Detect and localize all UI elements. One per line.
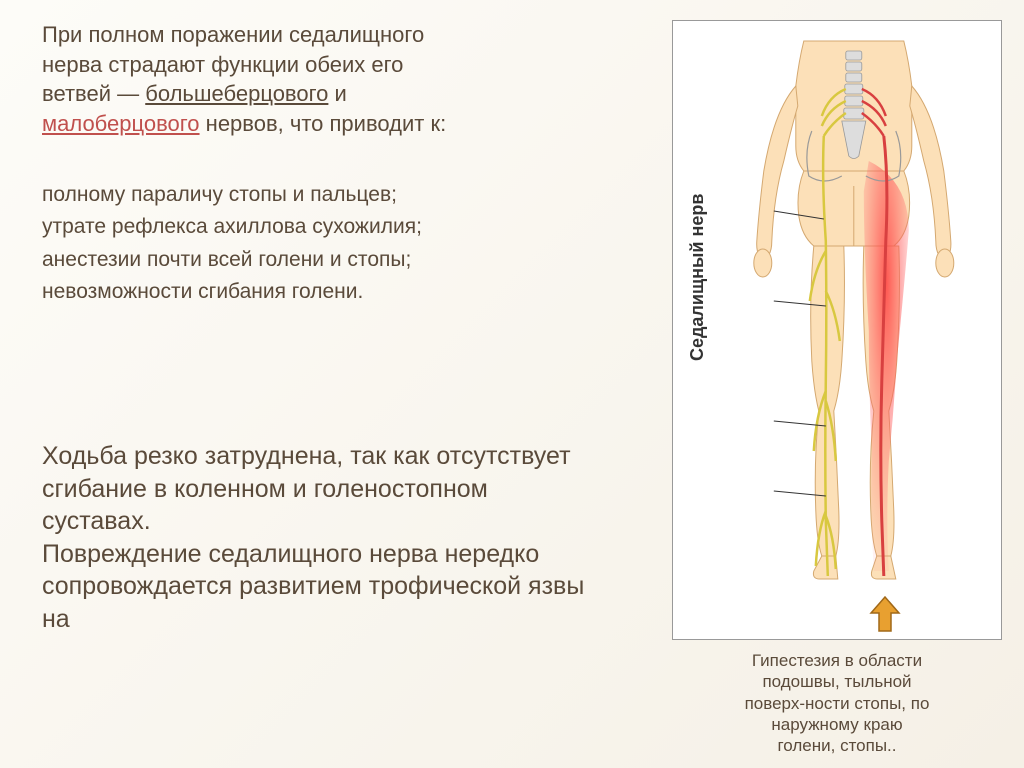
- anatomical-diagram: Седалищный нерв L4 L5 S1: [672, 20, 1002, 640]
- intro-line4b: нервов, что приводит к:: [206, 111, 447, 136]
- bottom-p1: Ходьба резко затруднена, так как отсутст…: [42, 440, 602, 538]
- caption-line5: голени, стопы..: [777, 736, 896, 755]
- bottom-p2: Повреждение седалищного нерва нередко со…: [42, 538, 602, 636]
- up-arrow-icon: [867, 595, 903, 635]
- body-illustration: [714, 31, 994, 601]
- caption-line4: наружному краю: [771, 715, 902, 734]
- bullet-4: невозможности сгибания голени.: [42, 276, 632, 309]
- intro-underline: большеберцового: [145, 81, 328, 106]
- bottom-paragraphs: Ходьба резко затруднена, так как отсутст…: [42, 440, 602, 635]
- intro-line2: нерва страдают функции обеих его: [42, 52, 403, 77]
- intro-paragraph: При полном поражении седалищного нерва с…: [42, 20, 632, 139]
- intro-line3a: ветвей —: [42, 81, 139, 106]
- bullet-1: полному параличу стопы и пальцев;: [42, 179, 632, 212]
- sciatic-nerve-label: Седалищный нерв: [687, 194, 708, 361]
- caption-line3: поверх-ности стопы, по: [745, 694, 930, 713]
- intro-line3b: и: [335, 81, 347, 106]
- bullet-3: анестезии почти всей голени и стопы;: [42, 244, 632, 277]
- caption-line2: подошвы, тыльной: [762, 672, 911, 691]
- intro-line1: При полном поражении седалищного: [42, 22, 424, 47]
- symptom-list: полному параличу стопы и пальцев; утрате…: [42, 179, 632, 309]
- diagram-caption: Гипестезия в области подошвы, тыльной по…: [672, 650, 1002, 756]
- left-text-column: При полном поражении седалищного нерва с…: [42, 20, 632, 309]
- bullet-2: утрате рефлекса ахиллова сухожилия;: [42, 211, 632, 244]
- intro-red: малоберцового: [42, 111, 200, 136]
- caption-line1: Гипестезия в области: [752, 651, 922, 670]
